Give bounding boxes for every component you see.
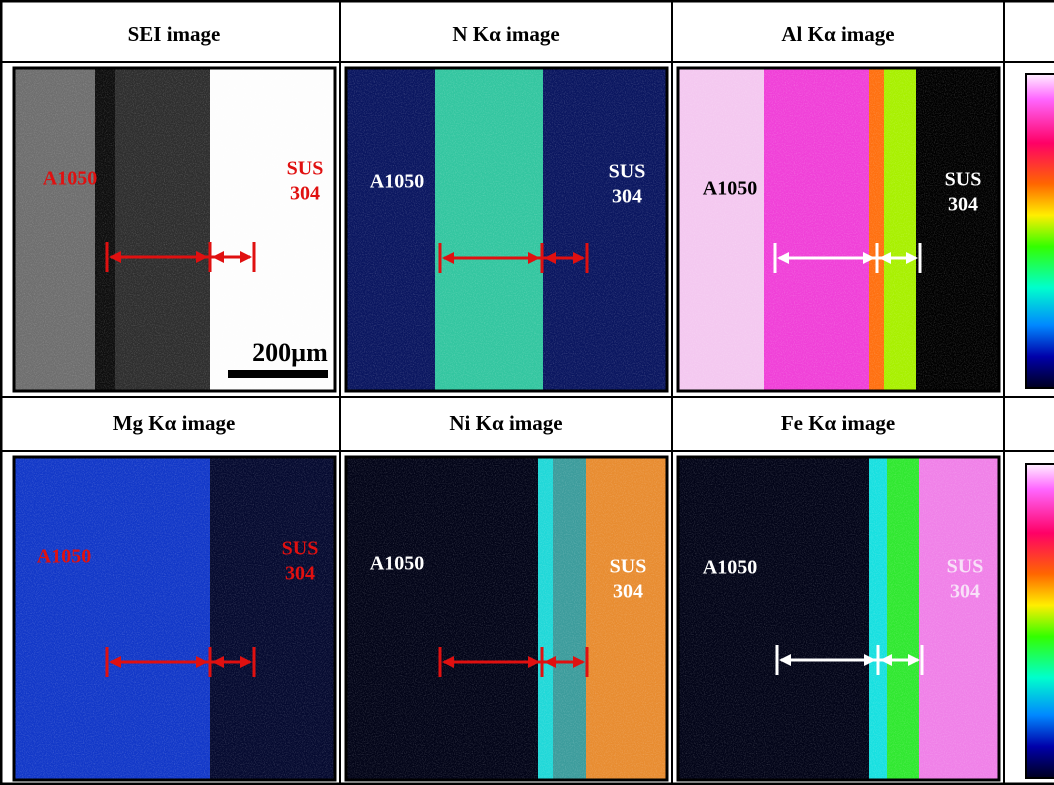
right-label: SUS — [282, 538, 319, 560]
right-label: 304 — [285, 563, 315, 585]
left-label: A1050 — [37, 546, 91, 568]
right-label: SUS — [287, 158, 324, 180]
map-image — [14, 457, 335, 780]
color-scale — [1026, 464, 1054, 778]
right-label: 304 — [950, 581, 980, 603]
map-image — [678, 457, 999, 780]
left-label: A1050 — [703, 557, 757, 579]
map-texture — [346, 68, 667, 391]
map-image — [678, 68, 999, 391]
map-texture — [14, 457, 335, 780]
scale-bar-label: 200µm — [252, 338, 328, 367]
right-label: SUS — [610, 556, 647, 578]
right-label: 304 — [612, 186, 642, 208]
map-image — [346, 457, 667, 780]
right-label: 304 — [613, 581, 643, 603]
map-image — [346, 68, 667, 391]
map-texture — [678, 457, 999, 780]
figure: SEI image A1050 SUS 304 200µm N Kα image A1050… — [0, 0, 1054, 785]
panel-title: Fe Kα image — [781, 411, 895, 435]
right-label: SUS — [947, 556, 984, 578]
panel-title: N Kα image — [452, 22, 559, 46]
panel-title: SEI image — [128, 22, 221, 46]
left-label: A1050 — [370, 171, 424, 193]
map-texture — [678, 68, 999, 391]
color-scale — [1026, 74, 1054, 388]
right-label: SUS — [945, 169, 982, 191]
panel-title: Ni Kα image — [449, 411, 562, 435]
map-texture — [346, 457, 667, 780]
right-label: SUS — [609, 161, 646, 183]
right-label: 304 — [948, 194, 978, 216]
left-label: A1050 — [43, 168, 97, 190]
panel-title: Al Kα image — [781, 22, 894, 46]
left-label: A1050 — [370, 553, 424, 575]
left-label: A1050 — [703, 178, 757, 200]
right-label: 304 — [290, 183, 320, 205]
scale-bar — [228, 370, 328, 378]
panel-title: Mg Kα image — [113, 411, 236, 435]
